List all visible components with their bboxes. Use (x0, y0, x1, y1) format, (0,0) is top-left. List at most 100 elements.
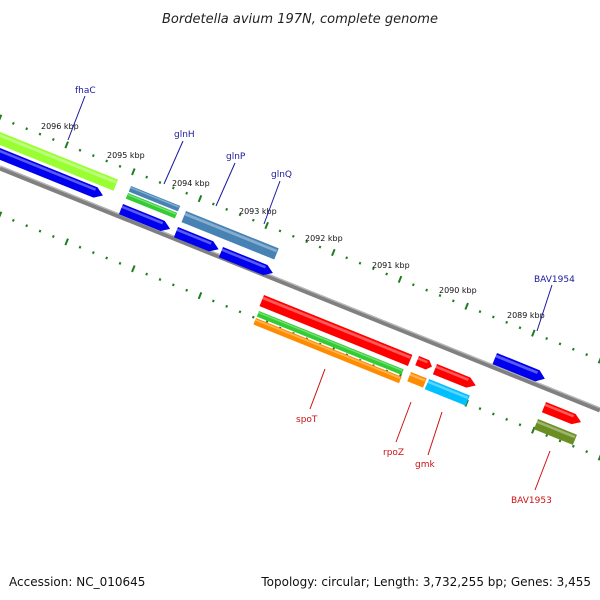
minor-tick (238, 310, 242, 314)
kbp-label: 2092 kbp (305, 234, 343, 243)
gene-highlight (0, 149, 97, 191)
gene-label-glnq[interactable]: glnQ (271, 170, 292, 180)
minor-tick (571, 347, 575, 351)
minor-tick (105, 256, 109, 260)
minor-tick (38, 132, 42, 136)
leader-line (163, 140, 184, 185)
minor-tick (491, 412, 495, 416)
minor-tick (291, 234, 295, 238)
gene-label-spot[interactable]: spoT (296, 415, 318, 425)
minor-tick (118, 261, 122, 265)
gene-spot-cog-green[interactable] (256, 311, 404, 375)
gene-rpoz-cog[interactable] (415, 356, 432, 370)
minor-tick (451, 299, 455, 303)
minor-tick (11, 121, 15, 125)
leader-line (534, 450, 551, 491)
gene-label-gmk[interactable]: gmk (415, 460, 435, 470)
major-tick (331, 248, 336, 257)
kbp-label: 2093 kbp (239, 207, 277, 216)
major-tick (197, 195, 203, 203)
minor-tick (411, 283, 415, 287)
gene-fhac-cog[interactable] (0, 128, 118, 191)
major-tick (64, 141, 69, 149)
gene-spot-cog-orange[interactable] (253, 318, 402, 384)
kbp-label: 2095 kbp (107, 151, 145, 160)
minor-tick (225, 304, 229, 308)
gene-glnh-cog-green[interactable] (125, 193, 178, 219)
major-tick (397, 275, 403, 283)
leader-line (67, 95, 86, 141)
gene-highlight (417, 357, 428, 364)
accession-text: Accession: NC_010645 (9, 575, 145, 589)
minor-tick (385, 272, 389, 276)
gene-label-rpoz[interactable]: rpoZ (383, 448, 404, 458)
minor-tick (478, 310, 482, 314)
minor-tick (518, 326, 522, 330)
major-tick (0, 114, 3, 121)
gene-bav1954-cds[interactable] (492, 353, 545, 382)
gene-highlight (544, 403, 575, 418)
minor-tick (558, 342, 562, 346)
gene-glnp-cds[interactable] (173, 227, 219, 252)
major-tick (131, 168, 136, 176)
gene-highlight (435, 365, 469, 381)
gene-rpoz-cog-orange[interactable] (407, 372, 427, 388)
gene-label-bav1953[interactable]: BAV1953 (511, 496, 552, 506)
minor-tick (158, 278, 162, 282)
gene-gmk-cog[interactable] (432, 364, 476, 388)
gene-glnq-cds[interactable] (218, 247, 273, 276)
gene-fhac-cds[interactable] (0, 144, 103, 198)
genome-backbone-highlight (0, 165, 600, 409)
gene-label-glnh[interactable]: glnH (174, 130, 195, 140)
gene-features (0, 128, 582, 445)
minor-tick (438, 293, 442, 297)
gene-glnh-cog-blue[interactable] (128, 186, 181, 212)
gene-highlight (221, 248, 266, 269)
genome-summary-text: Topology: circular; Length: 3,732,255 bp… (260, 575, 591, 589)
gene-spot-cog[interactable] (259, 295, 413, 366)
minor-tick (585, 353, 589, 357)
minor-tick (358, 261, 362, 265)
major-tick (264, 221, 269, 230)
minor-tick (518, 423, 522, 427)
gene-highlight (255, 318, 401, 379)
gene-bav1953-cog-olive[interactable] (533, 419, 577, 445)
major-tick (597, 357, 600, 364)
leader-line (536, 284, 553, 332)
minor-tick (145, 272, 149, 276)
label-leaders (67, 95, 553, 491)
minor-tick (211, 299, 215, 303)
gene-gmk-cog-cyan[interactable] (424, 379, 470, 406)
minor-tick (371, 267, 375, 271)
minor-tick (51, 235, 55, 238)
gene-highlight (427, 380, 469, 399)
minor-tick (318, 245, 322, 249)
gene-glnh-cds[interactable] (118, 204, 171, 232)
gene-label-bav1954[interactable]: BAV1954 (534, 275, 575, 285)
minor-tick (25, 127, 29, 131)
minor-tick (505, 417, 509, 421)
minor-tick (345, 256, 349, 260)
gene-bav1953-cog[interactable] (541, 402, 582, 425)
minor-tick (211, 202, 215, 206)
minor-tick (558, 439, 562, 443)
kbp-label: 2090 kbp (439, 286, 477, 295)
minor-tick (91, 251, 95, 255)
outer-tick-ring (0, 114, 600, 364)
major-tick (0, 211, 3, 218)
major-tick (197, 292, 203, 300)
major-tick (531, 329, 536, 337)
leader-line (215, 162, 236, 207)
major-tick (464, 302, 469, 310)
minor-tick (171, 186, 175, 190)
leader-line (263, 180, 281, 225)
gene-highlight (184, 212, 278, 253)
gene-glnp-cog[interactable] (181, 211, 279, 260)
minor-tick (238, 213, 242, 217)
minor-tick (185, 191, 189, 195)
genome-backbone (0, 165, 600, 413)
gene-label-fhac[interactable]: fhaC (75, 86, 96, 96)
minor-tick (505, 320, 509, 324)
leader-line (395, 401, 412, 443)
gene-label-glnp[interactable]: glnP (226, 152, 246, 162)
